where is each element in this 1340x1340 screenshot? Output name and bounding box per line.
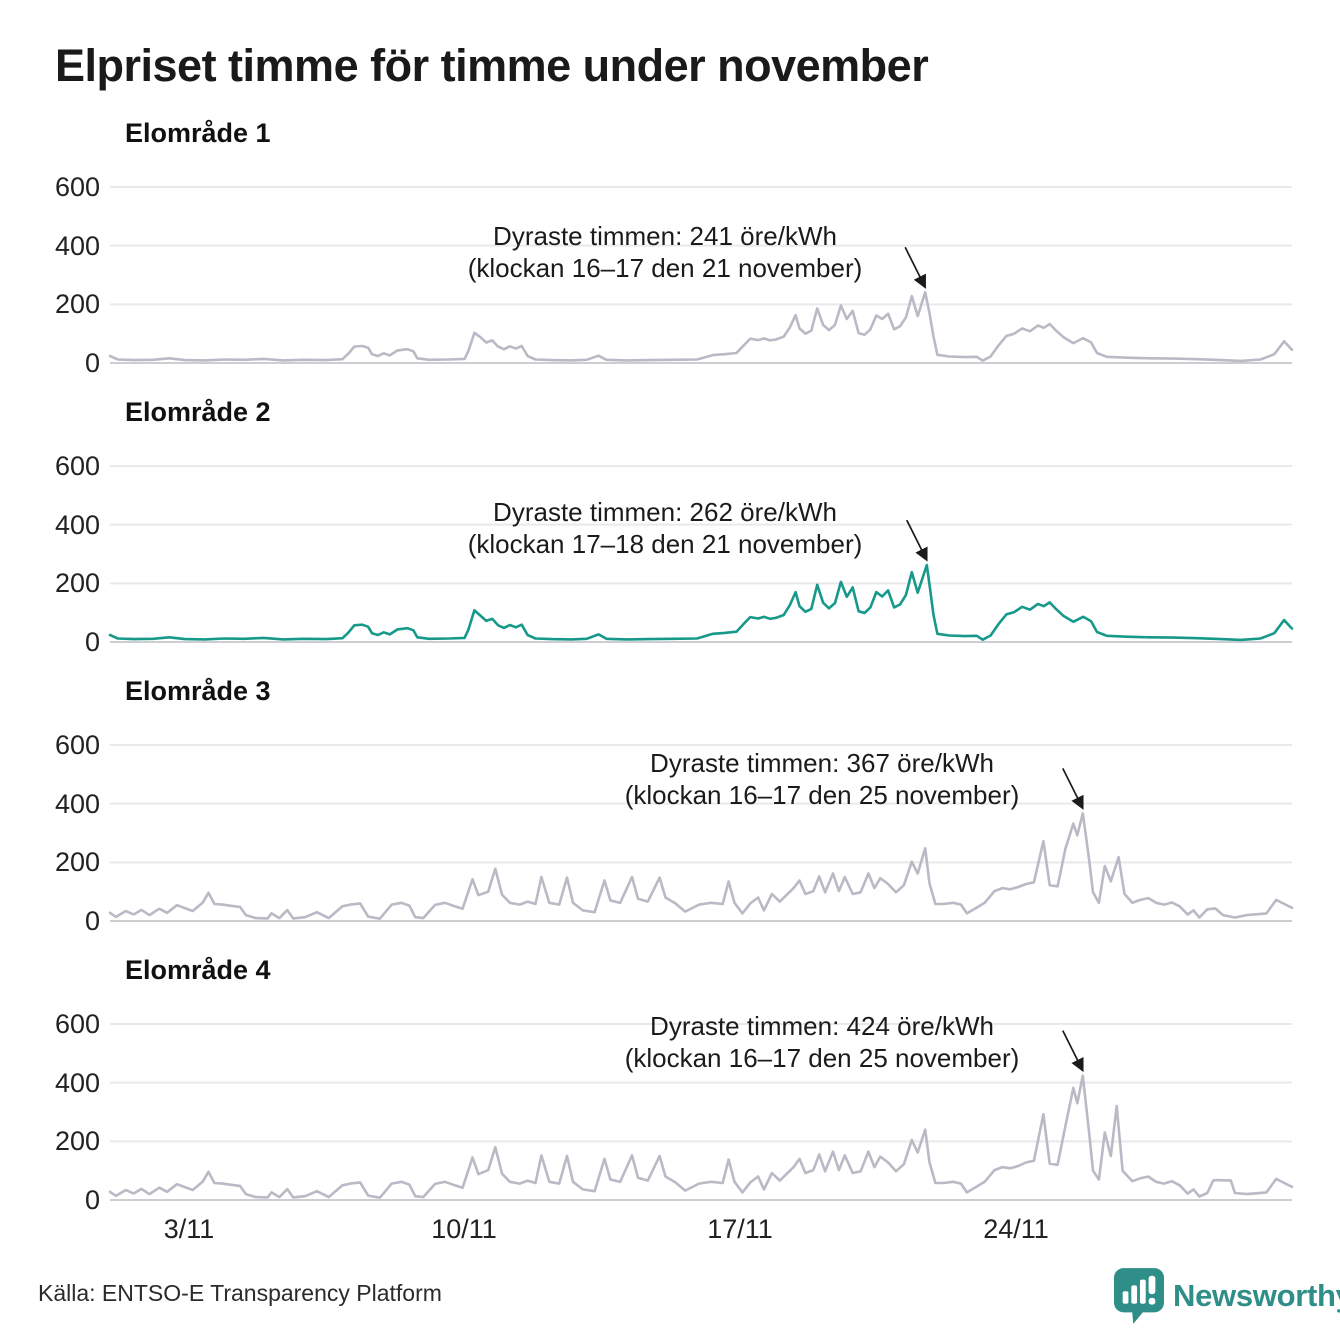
annotation-peak-elomrade-3: Dyraste timmen: 367 öre/kWh (klockan 16–… (522, 747, 1122, 811)
annotation-line1: Dyraste timmen: 241 öre/kWh (493, 221, 837, 251)
annotation-line2: (klockan 16–17 den 25 november) (624, 1043, 1020, 1073)
y-tick-label: 0 (84, 1185, 100, 1215)
newsworthy-logo-icon (1114, 1268, 1164, 1324)
source-note: Källa: ENTSO-E Transparency Platform (38, 1280, 442, 1306)
page-title: Elpriset timme för timme under november (55, 40, 929, 91)
y-tick-label: 0 (84, 627, 100, 657)
line-chart-elomrade-1 (108, 186, 1294, 364)
subplot-title-elomrade-1: Elområde 1 (125, 118, 271, 148)
annotation-peak-elomrade-2: Dyraste timmen: 262 öre/kWh (klockan 17–… (365, 496, 965, 560)
price-line (108, 563, 1294, 642)
annotation-line1: Dyraste timmen: 262 öre/kWh (493, 497, 837, 527)
newsworthy-logo-text: Newsworthy (1173, 1278, 1340, 1313)
y-tick-label: 600 (54, 1009, 100, 1039)
y-tick-label: 200 (54, 289, 100, 319)
line-chart-elomrade-4 (108, 1023, 1294, 1201)
y-tick-label: 400 (54, 1068, 100, 1098)
annotation-line2: (klockan 17–18 den 21 november) (467, 529, 863, 559)
subplot-title-elomrade-4: Elområde 4 (125, 955, 271, 985)
y-tick-label: 0 (84, 348, 100, 378)
y-tick-label: 400 (54, 510, 100, 540)
x-tick-label: 10/11 (431, 1214, 497, 1244)
subplot-title-elomrade-3: Elområde 3 (125, 676, 271, 706)
price-line (108, 1074, 1294, 1199)
y-tick-label: 600 (54, 451, 100, 481)
y-tick-label: 0 (84, 906, 100, 936)
annotation-peak-elomrade-1: Dyraste timmen: 241 öre/kWh (klockan 16–… (365, 220, 965, 284)
y-tick-label: 400 (54, 231, 100, 261)
newsworthy-logo: Newsworthy (1114, 1268, 1340, 1324)
x-tick-label: 17/11 (707, 1214, 773, 1244)
y-tick-label: 600 (54, 730, 100, 760)
price-line (108, 291, 1294, 363)
subplot-title-elomrade-2: Elområde 2 (125, 397, 271, 427)
line-chart-elomrade-3 (108, 744, 1294, 922)
y-tick-label: 600 (54, 172, 100, 202)
x-tick-label: 3/11 (163, 1214, 215, 1244)
annotation-line2: (klockan 16–17 den 25 november) (624, 780, 1020, 810)
annotation-line1: Dyraste timmen: 424 öre/kWh (650, 1011, 994, 1041)
x-tick-label: 24/11 (983, 1214, 1049, 1244)
annotation-arrow (1062, 767, 1084, 810)
annotation-peak-elomrade-4: Dyraste timmen: 424 öre/kWh (klockan 16–… (522, 1010, 1122, 1074)
y-tick-label: 200 (54, 568, 100, 598)
y-tick-label: 200 (54, 1126, 100, 1156)
annotation-arrow (906, 519, 928, 562)
y-tick-label: 200 (54, 847, 100, 877)
annotation-arrow (904, 246, 926, 289)
price-line (108, 812, 1294, 920)
annotation-line1: Dyraste timmen: 367 öre/kWh (650, 748, 994, 778)
y-tick-label: 400 (54, 789, 100, 819)
annotation-arrow (1062, 1030, 1084, 1073)
annotation-line2: (klockan 16–17 den 21 november) (467, 253, 863, 283)
line-chart-elomrade-2 (108, 465, 1294, 643)
